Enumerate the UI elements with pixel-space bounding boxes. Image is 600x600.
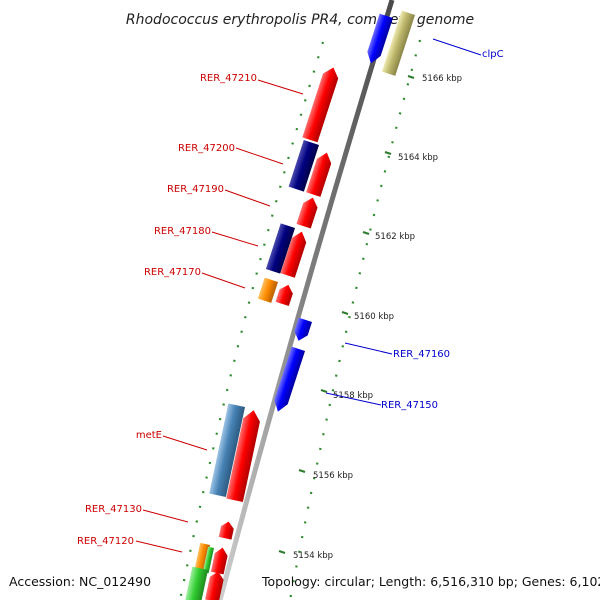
gene-RER_47210[interactable] bbox=[302, 65, 341, 143]
gene-label-RER_47210[interactable]: RER_47210 bbox=[200, 73, 257, 84]
map-title: Rhodococcus erythropolis PR4, complete g… bbox=[126, 12, 474, 28]
gene-RER_47130[interactable] bbox=[218, 520, 235, 540]
gene-RER_47170b[interactable] bbox=[275, 283, 295, 307]
gene-RER_47120-orange[interactable] bbox=[194, 542, 210, 573]
scale-tick-label: 5162 kbp bbox=[375, 232, 415, 242]
scale-tick-label: 5164 kbp bbox=[398, 153, 438, 163]
gene-label-RER_47200[interactable]: RER_47200 bbox=[178, 143, 235, 154]
gene-RER_47200[interactable] bbox=[288, 140, 319, 192]
gene-RER_47190b[interactable] bbox=[296, 195, 320, 229]
scale-tick-label: 5158 kbp bbox=[333, 391, 373, 401]
gene-RER_47120[interactable] bbox=[210, 546, 229, 575]
gene-label-clpC[interactable]: clpC bbox=[482, 49, 504, 60]
genome-stats-text: Topology: circular; Length: 6,516,310 bp… bbox=[262, 574, 600, 589]
gene-features bbox=[185, 10, 415, 600]
gene-RER_47160[interactable] bbox=[292, 317, 312, 343]
major-ticks bbox=[278, 74, 415, 555]
gene-label-metE[interactable]: metE bbox=[136, 430, 162, 441]
gene-RER_47150[interactable] bbox=[271, 346, 305, 414]
scale-tick-label: 5156 kbp bbox=[313, 471, 353, 481]
gene-label-RER_47190[interactable]: RER_47190 bbox=[167, 184, 224, 195]
gene-label-RER_47120[interactable]: RER_47120 bbox=[77, 536, 134, 547]
gene-clpC[interactable] bbox=[381, 10, 415, 76]
gene-RER_47120-green-a[interactable] bbox=[202, 546, 214, 574]
gene-RER_47190[interactable] bbox=[306, 150, 334, 197]
gene-metE-steel[interactable] bbox=[209, 403, 245, 497]
gene-label-RER_47180[interactable]: RER_47180 bbox=[154, 226, 211, 237]
gene-green-b[interactable] bbox=[185, 566, 208, 600]
gene-red-bottom[interactable] bbox=[205, 570, 225, 600]
gene-label-RER_47170[interactable]: RER_47170 bbox=[144, 267, 201, 278]
scale-tick-label: 5154 kbp bbox=[293, 551, 333, 561]
gene-RER_47180[interactable] bbox=[265, 223, 295, 274]
gene-RER_47180b[interactable] bbox=[280, 229, 309, 278]
scale-tick-label: 5160 kbp bbox=[354, 312, 394, 322]
accession-text: Accession: NC_012490 bbox=[9, 574, 152, 589]
gene-metE[interactable] bbox=[226, 408, 262, 502]
gene-RER_47170[interactable] bbox=[257, 277, 278, 303]
gene-label-RER_47160[interactable]: RER_47160 bbox=[393, 349, 450, 360]
leader-lines bbox=[135, 38, 482, 553]
gene-label-RER_47130[interactable]: RER_47130 bbox=[85, 504, 142, 515]
gene-label-RER_47150[interactable]: RER_47150 bbox=[381, 400, 438, 411]
genome-backbone bbox=[217, 0, 395, 600]
scale-tick-label: 5166 kbp bbox=[422, 74, 462, 84]
gene-clpC-reverse[interactable] bbox=[364, 13, 393, 66]
